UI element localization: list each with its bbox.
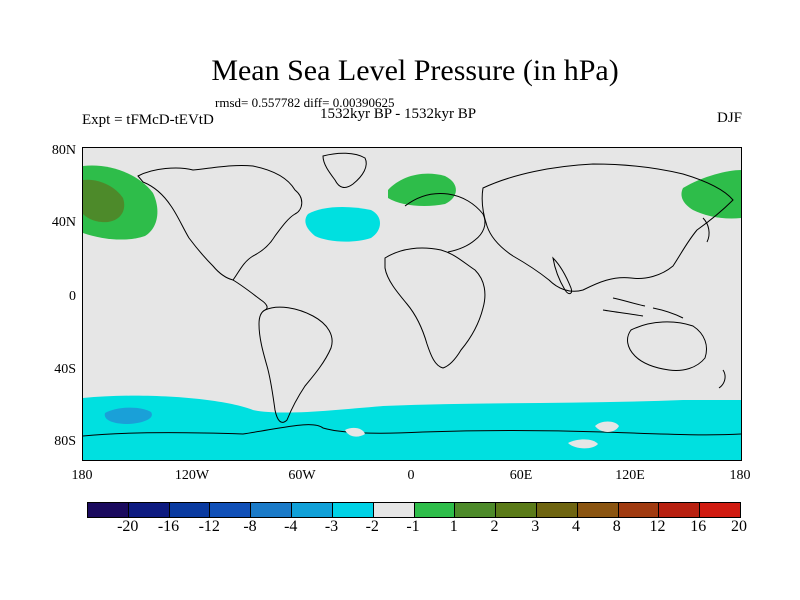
- legend-label-8: 1: [449, 518, 458, 535]
- legend-label-11: 4: [572, 518, 580, 535]
- legend-label-3: -8: [243, 518, 257, 535]
- lat-label-40s: 40S: [54, 362, 76, 377]
- lat-label-40n: 40N: [51, 215, 76, 230]
- legend-swatch-3: [210, 503, 252, 517]
- lat-label-80s: 80S: [54, 434, 76, 449]
- legend-label-15: 20: [731, 518, 747, 535]
- legend-label-14: 16: [690, 518, 707, 535]
- lon-label-0: 0: [407, 468, 415, 483]
- ice-gap-1: [568, 439, 598, 449]
- rmsd-diff-stats: rmsd= 0.557782 diff= 0.00390625: [215, 95, 395, 110]
- ice-gap-3: [345, 427, 365, 437]
- lon-label-60e: 60E: [509, 468, 533, 483]
- legend-swatch-2: [169, 503, 211, 517]
- lon-label-180w: 180: [71, 468, 93, 483]
- legend-swatch-13: [618, 503, 660, 517]
- legend-swatch-4: [251, 503, 293, 517]
- legend-label-4: -4: [284, 518, 298, 535]
- legend-swatch-0: [88, 503, 129, 517]
- legend-swatch-6: [332, 503, 374, 517]
- legend-swatch-8: [414, 503, 456, 517]
- lon-label-60w: 60W: [288, 468, 316, 483]
- legend-swatch-12: [577, 503, 619, 517]
- region-north-pacific-core: [83, 179, 125, 223]
- legend-label-9: 2: [490, 518, 499, 535]
- lon-label-180e: 180: [729, 468, 751, 483]
- legend-swatch-9: [455, 503, 497, 517]
- region-asia-pacific-high: [681, 170, 741, 219]
- legend-label-0: -20: [117, 518, 139, 535]
- region-southern-ocean-low: [83, 395, 741, 460]
- legend-swatch-14: [659, 503, 701, 517]
- color-legend: [87, 502, 741, 518]
- legend-swatch-11: [536, 503, 578, 517]
- lon-label-120e: 120E: [615, 468, 645, 483]
- legend-swatch-15: [700, 503, 740, 517]
- legend-swatch-1: [128, 503, 170, 517]
- map-panel: [82, 147, 742, 461]
- legend-label-5: -3: [324, 518, 339, 535]
- time-period-label: 1532kyr BP - 1532kyr BP: [320, 106, 477, 122]
- legend-label-13: 12: [649, 518, 666, 535]
- chart-title: Mean Sea Level Pressure (in hPa): [211, 54, 619, 87]
- legend-swatch-10: [496, 503, 537, 517]
- legend-swatch-7: [373, 503, 415, 517]
- world-map: [83, 152, 741, 460]
- legend-label-2: -12: [198, 518, 220, 535]
- legend-label-12: 8: [612, 518, 621, 535]
- region-southern-pacific-core: [104, 407, 152, 424]
- legend-label-1: -16: [157, 518, 180, 535]
- coastlines: [83, 152, 741, 437]
- ice-gap-2: [595, 421, 619, 432]
- legend-swatch-5: [292, 503, 333, 517]
- lat-label-0: 0: [69, 289, 76, 304]
- legend-label-6: -2: [365, 518, 379, 535]
- season-label: DJF: [716, 110, 742, 126]
- legend-label-7: -1: [406, 518, 420, 535]
- lat-label-80n: 80N: [51, 143, 76, 158]
- lon-label-120w: 120W: [174, 468, 210, 483]
- region-north-atlantic-low: [305, 206, 380, 242]
- legend-label-10: 3: [531, 518, 540, 535]
- experiment-label: Expt = tFMcD-tEVtD: [82, 112, 214, 128]
- region-europe-high: [388, 173, 456, 206]
